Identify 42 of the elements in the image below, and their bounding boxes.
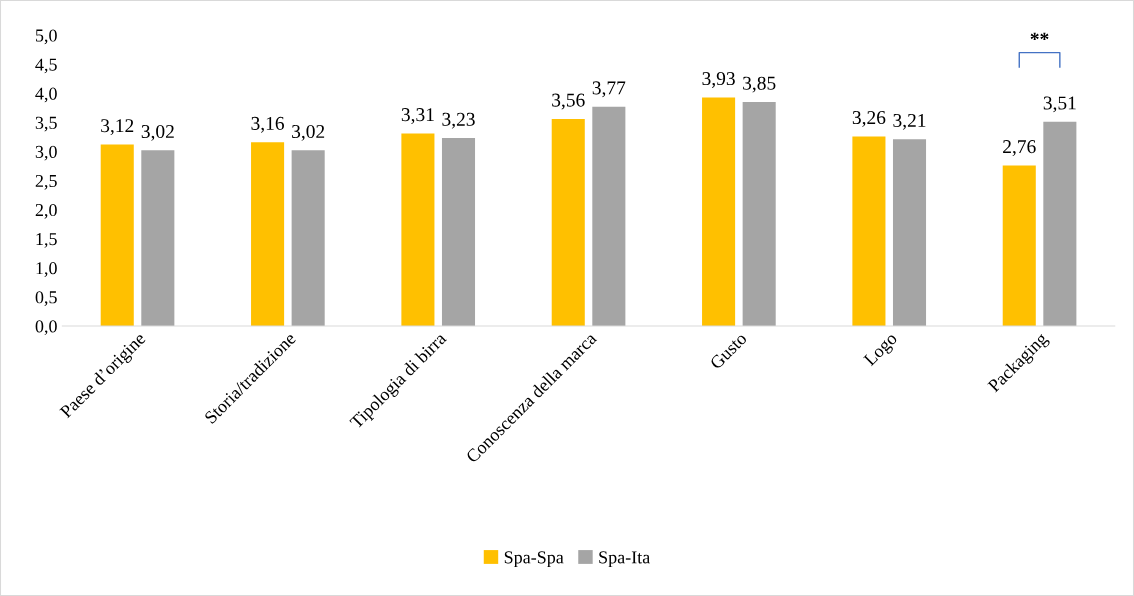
bar bbox=[852, 136, 886, 327]
data-label: 2,76 bbox=[1003, 140, 1036, 156]
data-label: 3,85 bbox=[743, 76, 776, 93]
bar bbox=[441, 138, 476, 327]
bar bbox=[291, 150, 325, 327]
bar bbox=[1002, 165, 1036, 327]
data-label: 3,31 bbox=[401, 108, 434, 124]
bar bbox=[100, 144, 134, 327]
annotation: ** bbox=[1030, 32, 1049, 41]
legend-label: Spa-Spa bbox=[504, 551, 564, 568]
y-tick-label: 2,5 bbox=[35, 174, 57, 190]
bar bbox=[141, 150, 175, 327]
y-tick-label: 2,0 bbox=[35, 203, 57, 219]
y-tick-label: 1,5 bbox=[36, 233, 57, 248]
y-tick-label: 5,0 bbox=[35, 29, 57, 45]
data-label: 3,93 bbox=[702, 72, 735, 88]
bar bbox=[742, 102, 776, 327]
y-tick-label: 3,5 bbox=[35, 116, 57, 132]
data-label: 3,21 bbox=[893, 113, 926, 130]
data-label: 3,56 bbox=[552, 93, 585, 110]
y-tick-label: 1,0 bbox=[36, 262, 57, 277]
data-label: 3,77 bbox=[592, 81, 626, 98]
bar bbox=[702, 97, 736, 327]
y-tick-label: 3,0 bbox=[35, 145, 57, 161]
bar bbox=[1043, 121, 1077, 327]
data-label: 3,02 bbox=[292, 124, 325, 141]
data-label: 3,16 bbox=[251, 116, 285, 133]
y-tick-label: 0,5 bbox=[35, 291, 57, 306]
bar bbox=[892, 139, 927, 327]
y-tick-label: 4,5 bbox=[35, 58, 57, 74]
data-label: 3,23 bbox=[442, 112, 475, 129]
y-tick-label: 4,0 bbox=[35, 87, 57, 103]
bar bbox=[592, 106, 626, 327]
data-label: 3,02 bbox=[141, 124, 174, 141]
bar bbox=[551, 118, 585, 327]
data-label: 3,51 bbox=[1043, 96, 1076, 113]
y-tick-label: 0,0 bbox=[35, 320, 57, 336]
bar bbox=[251, 142, 285, 327]
data-label: 3,26 bbox=[852, 111, 886, 127]
legend-label: Spa-Ita bbox=[599, 551, 650, 568]
bar bbox=[401, 133, 435, 327]
data-label: 3,12 bbox=[101, 119, 134, 136]
